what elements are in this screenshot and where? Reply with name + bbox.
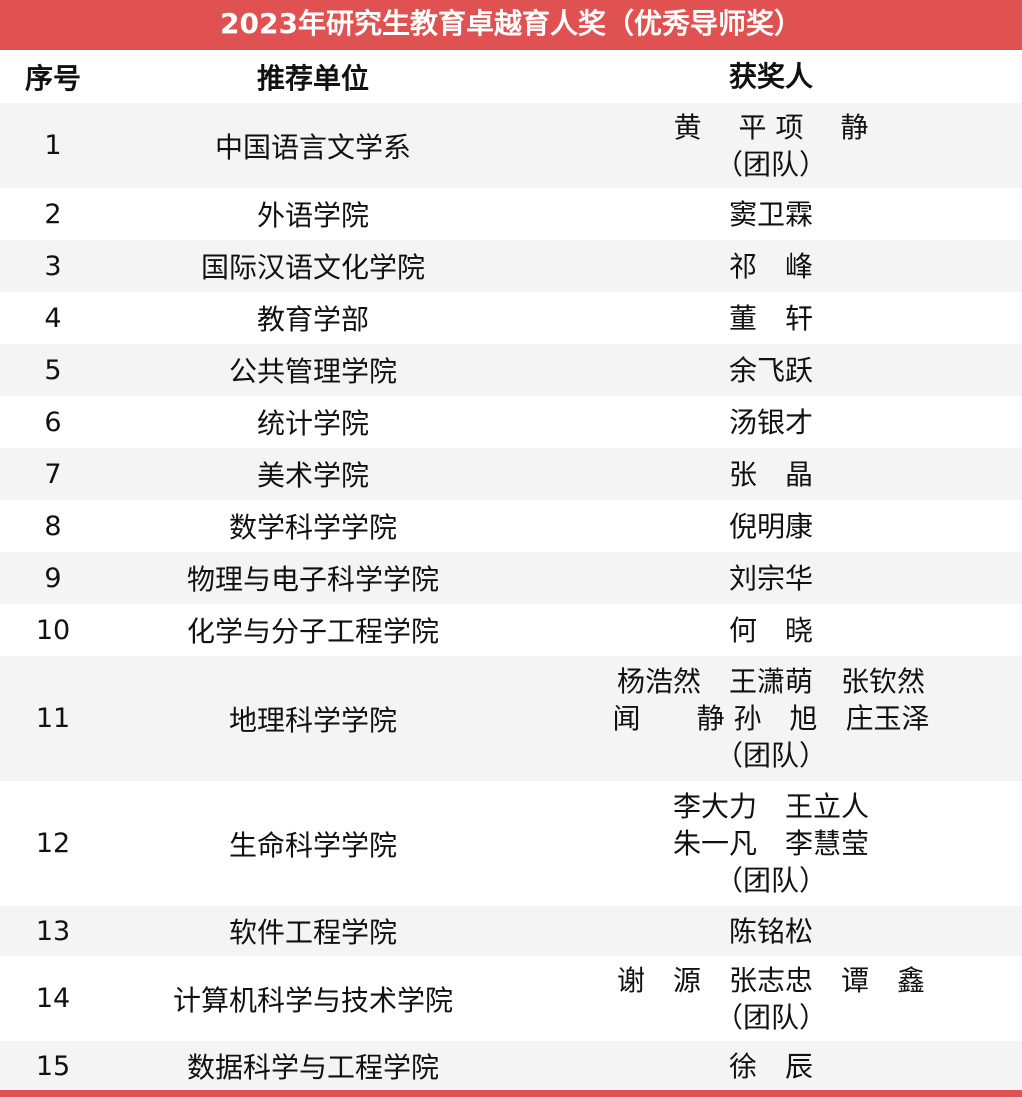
row-number: 11 xyxy=(35,703,71,734)
row-number: 2 xyxy=(44,198,62,230)
row-unit: 数学科学学院 xyxy=(228,511,397,544)
awardee-line: 刘宗华 xyxy=(728,561,813,595)
table-row: 9 物理与电子科学学院 刘宗华 xyxy=(0,552,1022,604)
row-unit: 计算机科学与技术学院 xyxy=(172,983,453,1017)
table-row: 10 化学与分子工程学院 何 晓 xyxy=(0,604,1022,656)
row-number: 1 xyxy=(44,130,62,161)
row-number: 8 xyxy=(44,510,62,542)
header-awardee: 获奖人 xyxy=(728,60,813,93)
table-row: 3 国际汉语文化学院 祁 峰 xyxy=(0,240,1022,292)
table-row: 1 中国语言文学系 黄 平 项 静（团队） xyxy=(0,103,1022,188)
header-number: 序号 xyxy=(24,61,81,95)
row-number: 13 xyxy=(35,915,71,947)
table-row: 12 生命科学学院 李大力 王立人 朱一凡 李慧莹 （团队） xyxy=(0,781,1022,906)
row-number: 9 xyxy=(44,562,62,594)
awardee-line: 李大力 王立人 xyxy=(672,790,869,823)
row-awardees: 何 晓 xyxy=(520,612,1022,649)
table-row: 4 教育学部 董 轩 xyxy=(0,292,1022,344)
row-awardees: 倪明康 xyxy=(520,508,1022,545)
table-row: 2 外语学院 窦卫霖 xyxy=(0,188,1022,240)
table-row: 14 计算机科学与技术学院 谢 源 张志忠 谭 鑫（团队） xyxy=(0,956,1022,1041)
row-awardees: 谢 源 张志忠 谭 鑫（团队） xyxy=(520,962,1022,1036)
header-unit: 推荐单位 xyxy=(256,61,369,95)
row-unit: 美术学院 xyxy=(256,459,369,492)
row-unit: 化学与分子工程学院 xyxy=(186,615,439,648)
row-number: 7 xyxy=(44,458,62,490)
table-row: 5 公共管理学院 余飞跃 xyxy=(0,344,1022,396)
awardee-line: 杨浩然 王潇萌 张钦然 xyxy=(616,665,925,698)
row-number: 12 xyxy=(35,828,71,859)
table-row: 7 美术学院 张 晶 xyxy=(0,448,1022,500)
table-body: 1 中国语言文学系 黄 平 项 静（团队） 2 外语学院 窦卫霖 3 国际汉语文化学… xyxy=(0,103,1022,1091)
awardee-line: （团队） xyxy=(714,864,827,897)
row-unit: 数据科学与工程学院 xyxy=(186,1051,439,1084)
table-row: 6 统计学院 汤银才 xyxy=(0,396,1022,448)
awardee-line: 黄 平 项 静 xyxy=(673,110,869,144)
row-number: 14 xyxy=(35,983,71,1014)
row-number: 6 xyxy=(44,406,62,438)
row-unit: 统计学院 xyxy=(256,407,369,440)
row-unit: 公共管理学院 xyxy=(228,355,397,388)
row-awardees: 黄 平 项 静（团队） xyxy=(520,109,1022,183)
awardee-line: （团队） xyxy=(714,147,827,181)
row-unit: 国际汉语文化学院 xyxy=(200,251,425,284)
table-row: 13 软件工程学院 陈铭松 xyxy=(0,906,1022,956)
awardee-line: 何 晓 xyxy=(728,613,813,647)
row-awardees: 李大力 王立人 朱一凡 李慧莹 （团队） xyxy=(520,788,1022,899)
awardee-line: 谢 源 张志忠 谭 鑫 xyxy=(616,963,925,997)
row-awardees: 陈铭松 xyxy=(520,913,1022,950)
row-awardees: 刘宗华 xyxy=(520,560,1022,597)
awardee-line: 朱一凡 李慧莹 xyxy=(672,827,869,860)
awardee-line: 窦卫霖 xyxy=(728,197,813,231)
awardee-line: 余飞跃 xyxy=(728,353,813,387)
table-row: 15 数据科学与工程学院 徐 辰 xyxy=(0,1041,1022,1091)
awardee-line: 张 晶 xyxy=(728,457,813,491)
awardee-line: 徐 辰 xyxy=(728,1049,813,1083)
awardee-line: 倪明康 xyxy=(728,509,813,543)
row-number: 5 xyxy=(44,354,62,386)
row-unit: 地理科学学院 xyxy=(228,703,397,737)
row-unit: 中国语言文学系 xyxy=(214,130,411,164)
table-title: 2023年研究生教育卓越育人奖（优秀导师奖） xyxy=(0,0,1022,50)
awardee-line: （团队） xyxy=(714,739,827,772)
awardee-line: 祁 峰 xyxy=(728,249,813,283)
table-header: 序号 推荐单位 获奖人 xyxy=(0,50,1022,103)
row-awardees: 杨浩然 王潇萌 张钦然闻 静 孙 旭 庄玉泽 （团队） xyxy=(520,663,1022,774)
awardee-line: 陈铭松 xyxy=(728,914,813,948)
awardee-line: （团队） xyxy=(714,1000,827,1034)
row-unit: 软件工程学院 xyxy=(228,916,397,949)
row-number: 10 xyxy=(35,614,71,646)
awardee-line: 闻 静 孙 旭 庄玉泽 xyxy=(612,702,930,735)
table-row: 11 地理科学学院 杨浩然 王潇萌 张钦然闻 静 孙 旭 庄玉泽 （团队） xyxy=(0,656,1022,781)
row-unit: 教育学部 xyxy=(256,303,369,336)
row-unit: 生命科学学院 xyxy=(228,828,397,862)
awardee-line: 汤银才 xyxy=(728,405,813,439)
row-awardees: 汤银才 xyxy=(520,404,1022,441)
table-row: 8 数学科学学院 倪明康 xyxy=(0,500,1022,552)
row-awardees: 窦卫霖 xyxy=(520,196,1022,233)
row-number: 3 xyxy=(44,250,62,282)
row-number: 15 xyxy=(35,1050,71,1082)
row-unit: 物理与电子科学学院 xyxy=(186,563,439,596)
awardee-line: 董 轩 xyxy=(728,301,813,335)
row-awardees: 祁 峰 xyxy=(520,248,1022,285)
row-number: 4 xyxy=(44,302,62,334)
row-awardees: 余飞跃 xyxy=(520,352,1022,389)
bottom-bar xyxy=(0,1090,1022,1097)
row-awardees: 张 晶 xyxy=(520,456,1022,493)
row-awardees: 徐 辰 xyxy=(520,1048,1022,1085)
row-unit: 外语学院 xyxy=(256,199,369,232)
row-awardees: 董 轩 xyxy=(520,300,1022,337)
